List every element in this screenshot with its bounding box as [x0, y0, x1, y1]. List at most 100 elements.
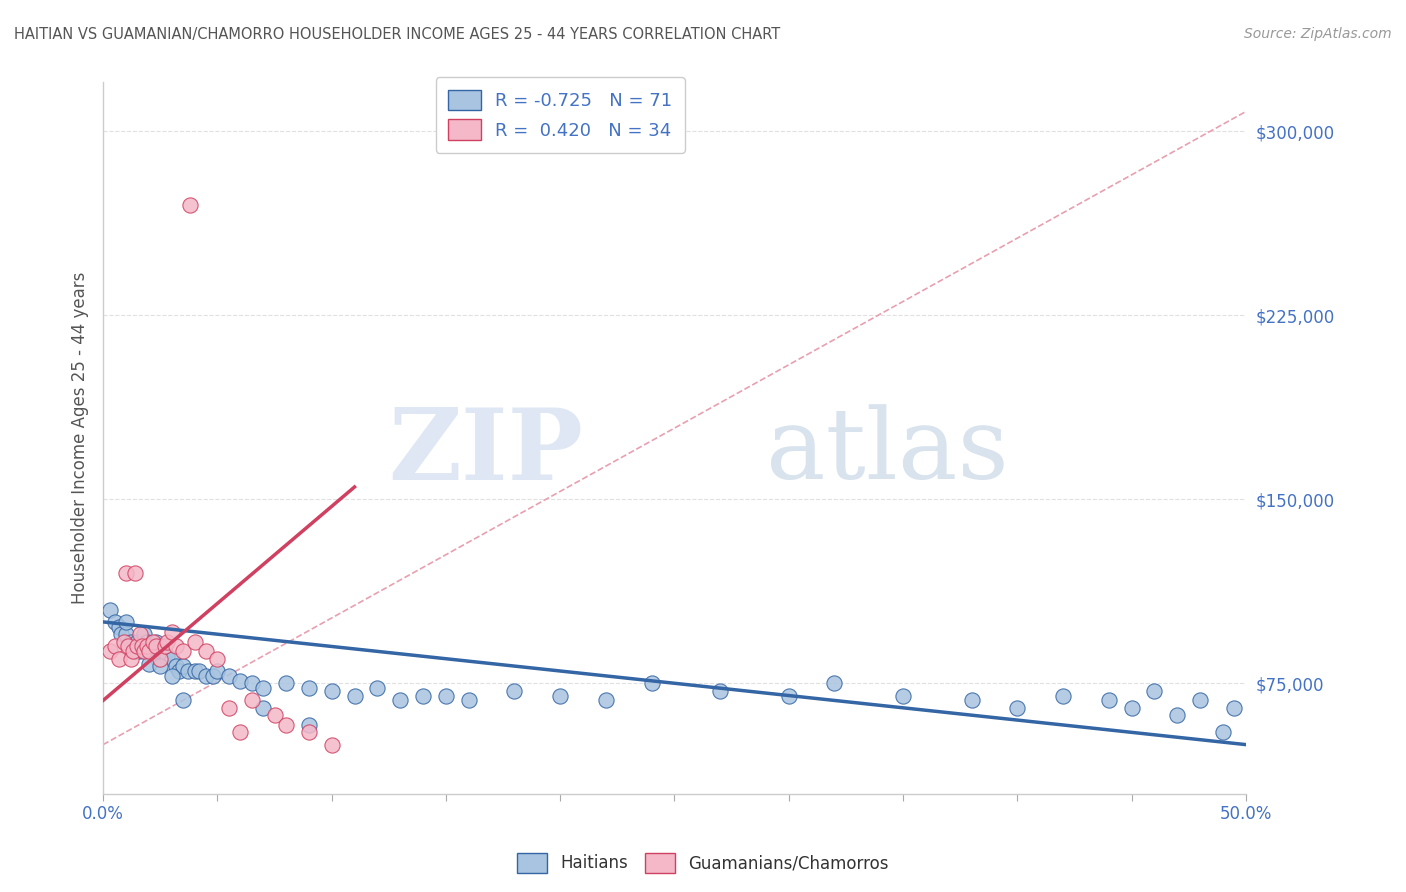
Text: Source: ZipAtlas.com: Source: ZipAtlas.com [1244, 27, 1392, 41]
Point [149, 640, 172, 654]
Point [115, 627, 138, 641]
Point [1223, 700, 1246, 714]
Point [149, 644, 172, 658]
Point [434, 689, 457, 703]
Point [229, 725, 252, 739]
Point [165, 659, 187, 673]
Point [389, 693, 412, 707]
Point [167, 664, 190, 678]
Point [1052, 689, 1074, 703]
Point [160, 669, 183, 683]
Point [124, 644, 146, 658]
Point [709, 683, 731, 698]
Point [179, 198, 201, 212]
Text: ZIP: ZIP [388, 404, 583, 500]
Point [891, 689, 914, 703]
Point [194, 644, 217, 658]
Point [183, 634, 205, 648]
Point [252, 681, 274, 695]
Point [298, 681, 321, 695]
Point [128, 627, 150, 641]
Point [165, 640, 187, 654]
Point [194, 669, 217, 683]
Point [135, 640, 157, 654]
Point [127, 634, 149, 648]
Point [138, 657, 160, 671]
Point [1143, 683, 1166, 698]
Point [156, 649, 179, 664]
Point [120, 634, 142, 648]
Point [1098, 693, 1121, 707]
Point [134, 627, 156, 641]
Point [240, 676, 263, 690]
Point [117, 640, 139, 654]
Point [115, 566, 138, 580]
Point [457, 693, 479, 707]
Point [138, 644, 160, 658]
Point [128, 644, 150, 658]
Legend: R = -0.725   N = 71, R =  0.420   N = 34: R = -0.725 N = 71, R = 0.420 N = 34 [436, 77, 685, 153]
Point [412, 689, 434, 703]
Point [778, 689, 800, 703]
Point [110, 627, 132, 641]
Point [156, 634, 179, 648]
Point [160, 624, 183, 639]
Point [188, 664, 211, 678]
Point [108, 651, 131, 665]
Point [142, 634, 165, 648]
Point [112, 634, 135, 648]
Point [172, 693, 194, 707]
Point [98, 602, 121, 616]
Point [115, 615, 138, 629]
Point [218, 669, 240, 683]
Point [548, 689, 571, 703]
Point [343, 689, 366, 703]
Point [183, 664, 205, 678]
Point [127, 644, 149, 658]
Point [160, 651, 183, 665]
Point [172, 659, 194, 673]
Point [153, 647, 176, 661]
Point [149, 651, 172, 665]
Point [274, 676, 297, 690]
Point [139, 640, 162, 654]
Point [103, 640, 125, 654]
Point [146, 651, 169, 665]
Point [103, 615, 125, 629]
Point [145, 634, 167, 648]
Point [127, 640, 149, 654]
Point [823, 676, 845, 690]
Point [218, 700, 240, 714]
Point [595, 693, 617, 707]
Point [120, 651, 142, 665]
Legend: Haitians, Guamanians/Chamorros: Haitians, Guamanians/Chamorros [510, 847, 896, 880]
Point [121, 644, 143, 658]
Point [503, 683, 526, 698]
Point [172, 644, 194, 658]
Point [274, 718, 297, 732]
Point [366, 681, 388, 695]
Point [1007, 700, 1029, 714]
Point [108, 620, 131, 634]
Point [134, 644, 156, 658]
Point [229, 673, 252, 688]
Point [131, 640, 153, 654]
Point [135, 634, 157, 648]
Point [321, 683, 343, 698]
Point [1166, 708, 1188, 723]
Point [1121, 700, 1143, 714]
Point [1212, 725, 1234, 739]
Point [240, 693, 263, 707]
Point [124, 566, 146, 580]
Point [98, 644, 121, 658]
Y-axis label: Householder Income Ages 25 - 44 years: Householder Income Ages 25 - 44 years [72, 272, 89, 604]
Point [153, 640, 176, 654]
Point [1189, 693, 1212, 707]
Text: HAITIAN VS GUAMANIAN/CHAMORRO HOUSEHOLDER INCOME AGES 25 - 44 YEARS CORRELATION : HAITIAN VS GUAMANIAN/CHAMORRO HOUSEHOLDE… [14, 27, 780, 42]
Text: atlas: atlas [766, 404, 1008, 500]
Point [252, 700, 274, 714]
Point [176, 664, 198, 678]
Point [960, 693, 983, 707]
Point [131, 640, 153, 654]
Point [121, 640, 143, 654]
